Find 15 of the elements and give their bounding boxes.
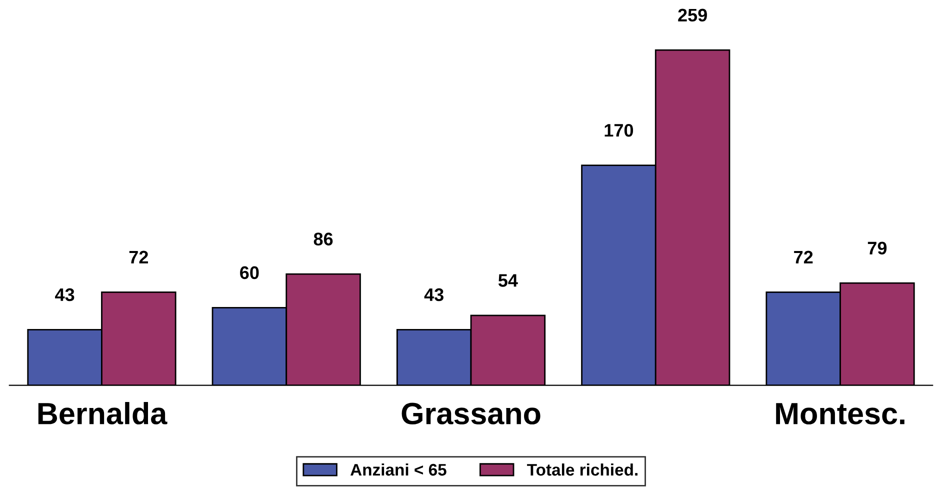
data-label: 79: [868, 242, 887, 255]
x-tick-label: Bernalda: [38, 402, 168, 424]
legend-label: Totale richied.: [527, 463, 638, 476]
data-label: 170: [604, 124, 634, 137]
data-label: 43: [424, 288, 444, 302]
data-label: 72: [129, 250, 148, 264]
data-label: 54: [498, 274, 518, 287]
data-label: 72: [794, 250, 813, 264]
x-tick-label: Montesc.: [776, 403, 904, 424]
data-label: 60: [240, 266, 259, 280]
x-tick-label: Grassano: [402, 402, 540, 424]
data-label: 43: [55, 288, 74, 302]
data-label: 259: [678, 8, 707, 22]
data-label: 86: [314, 232, 333, 246]
legend-label: Anziani < 65: [350, 463, 446, 476]
